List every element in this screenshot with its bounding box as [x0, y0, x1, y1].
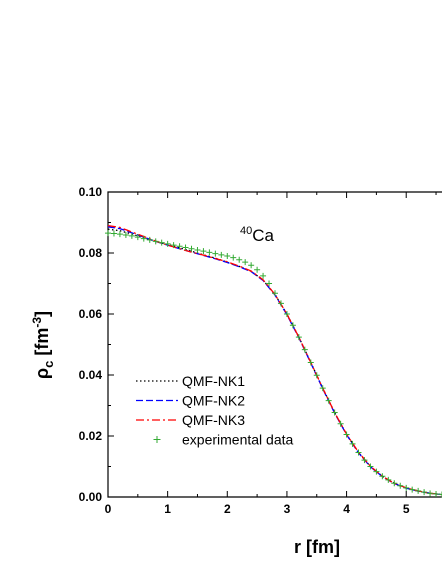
experimental-point: [295, 334, 302, 341]
experimental-point: [277, 300, 284, 307]
experimental-point: [206, 249, 213, 256]
x-tick-label: 2: [224, 502, 231, 516]
experimental-point: [409, 486, 416, 493]
plot-area: [105, 224, 442, 498]
experimental-point: [391, 480, 398, 487]
experimental-point: [313, 372, 320, 379]
series-line-qmf-nk2: [107, 226, 442, 496]
y-tick-label: 0.08: [79, 246, 103, 260]
nucleus-annotation: 40Ca: [240, 225, 275, 245]
y-axis-exponent: -3: [30, 317, 44, 328]
experimental-point: [176, 243, 183, 250]
experimental-point: [272, 290, 278, 297]
experimental-point: [283, 311, 290, 317]
experimental-point: [355, 449, 362, 456]
plot-frame: [107, 191, 442, 498]
experimental-point: [105, 230, 111, 237]
experimental-point: [289, 322, 296, 329]
y-tick-label: 0.02: [79, 429, 103, 443]
annotation-mass-number: 40: [240, 225, 252, 237]
legend-label-qmf-nk3: QMF-NK3: [182, 412, 245, 428]
experimental-point: [433, 490, 440, 497]
experimental-point: [164, 240, 171, 247]
experimental-point: [194, 246, 201, 253]
experimental-point: [212, 250, 219, 257]
experimental-point: [170, 242, 177, 249]
experimental-point: [349, 440, 356, 447]
x-tick-label: 4: [343, 502, 350, 516]
y-axis-unit: [fm: [32, 328, 52, 361]
experimental-point: [146, 236, 153, 243]
experimental-point: [152, 238, 159, 245]
experimental-point: [200, 248, 207, 255]
experimental-point: [403, 484, 410, 491]
legend-marker-experimental-data: [153, 436, 161, 443]
experimental-point: [218, 251, 225, 258]
experimental-point: [367, 463, 374, 470]
experimental-point: [439, 491, 442, 498]
experimental-point: [134, 234, 141, 241]
y-tick-label: 0.06: [79, 307, 103, 321]
x-axis-title: r [fm]: [294, 537, 340, 557]
experimental-point: [260, 272, 267, 279]
experimental-point: [385, 476, 392, 483]
experimental-point: [373, 468, 380, 475]
experimental-point: [415, 487, 422, 494]
experimental-point: [140, 235, 147, 242]
experimental-point: [122, 232, 129, 239]
experimental-point: [128, 232, 135, 239]
series-line-qmf-nk1: [107, 228, 442, 496]
y-axis-symbol: ρ: [32, 368, 52, 379]
experimental-point: [158, 239, 165, 246]
experimental-point: [343, 431, 350, 438]
y-tick-label: 0.10: [79, 185, 103, 199]
experimental-point: [379, 473, 386, 480]
experimental-point: [116, 231, 123, 238]
axes-frame: [107, 191, 442, 498]
y-axis-close: ]: [32, 311, 52, 317]
experimental-point: [266, 280, 273, 287]
y-tick-label: 0.04: [79, 368, 103, 382]
y-tick-label: 0.00: [79, 490, 103, 504]
x-tick-label: 3: [284, 502, 291, 516]
y-axis-subscript: c: [41, 361, 56, 368]
axis-tick-labels: 0 1 2 3 4 5 0.00 0.02 0.04 0.06 0.08 0.10: [79, 185, 410, 516]
experimental-point: [319, 385, 326, 392]
experimental-point: [361, 457, 368, 464]
legend-label-experimental-data: experimental data: [182, 432, 294, 448]
experimental-point: [331, 409, 338, 416]
experimental-point: [307, 359, 314, 366]
legend-label-qmf-nk1: QMF-NK1: [182, 373, 245, 389]
legend: QMF-NK1 QMF-NK2 QMF-NK3 experimental data: [136, 373, 294, 448]
experimental-point: [236, 256, 243, 263]
experimental-point: [248, 262, 255, 269]
series-line-qmf-nk3: [107, 224, 442, 496]
experimental-point: [397, 482, 404, 489]
experimental-point: [188, 245, 195, 252]
x-tick-label: 5: [403, 502, 410, 516]
experimental-point: [301, 346, 308, 353]
experimental-point: [337, 420, 344, 427]
experimental-point: [421, 489, 428, 496]
experimental-point: [427, 490, 434, 497]
experimental-point: [254, 266, 261, 273]
experimental-point: [224, 253, 231, 260]
x-tick-label: 0: [105, 502, 112, 516]
experimental-point: [230, 254, 237, 261]
x-tick-label: 1: [164, 502, 171, 516]
experimental-point: [110, 230, 117, 237]
y-axis-title: ρc [fm-3]: [30, 311, 56, 379]
experimental-point: [182, 244, 189, 251]
experimental-point: [242, 259, 249, 266]
experimental-point: [325, 397, 332, 404]
annotation-element: Ca: [252, 226, 274, 245]
legend-label-qmf-nk2: QMF-NK2: [182, 393, 245, 409]
